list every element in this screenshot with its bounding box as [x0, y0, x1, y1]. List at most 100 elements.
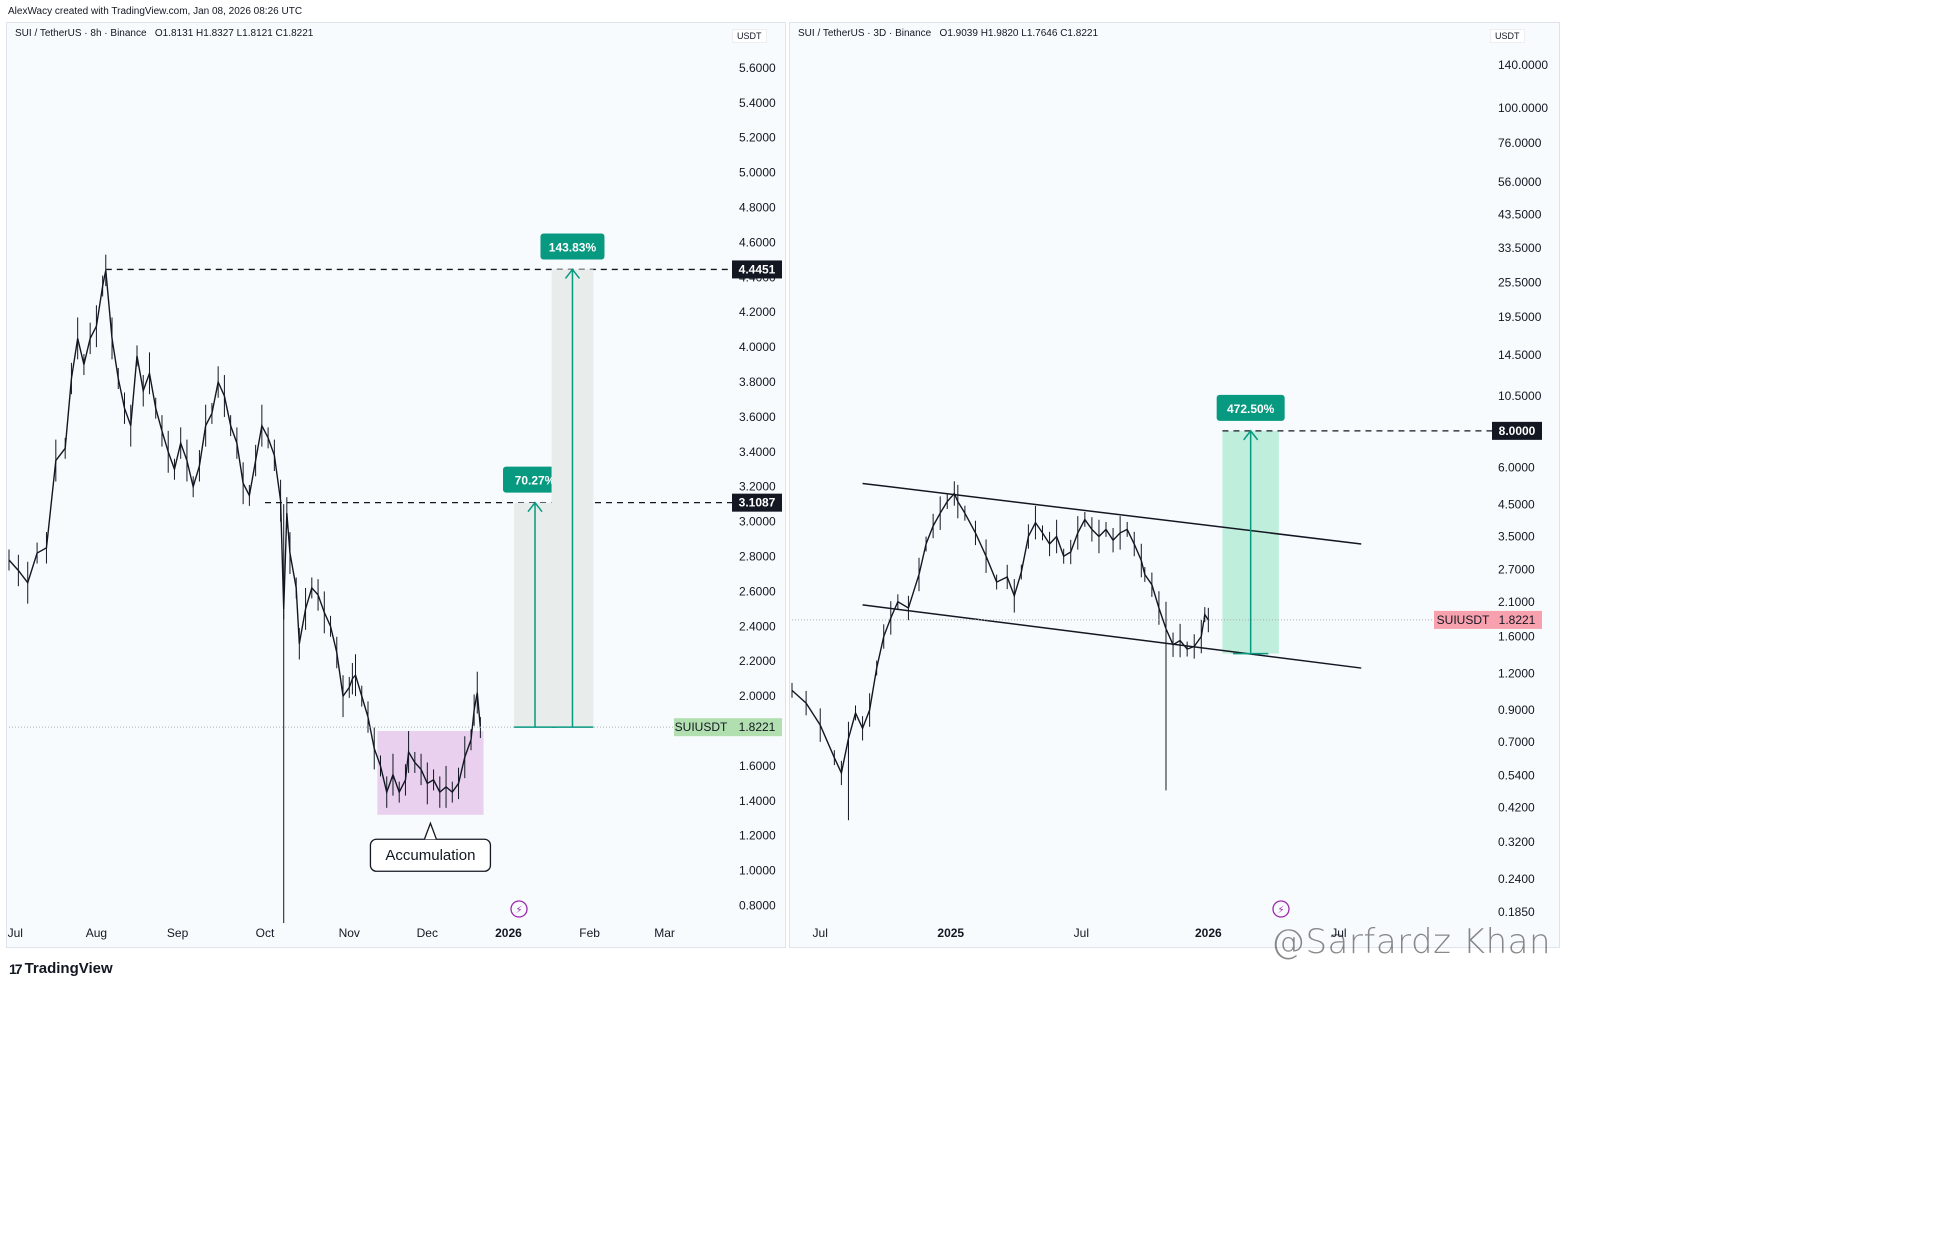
- channel-upper-line: [862, 482, 1362, 545]
- x-tick-label: 2026: [1195, 926, 1222, 940]
- measure-label: 472.50%: [1227, 402, 1275, 416]
- x-tick-label: Jul: [813, 926, 828, 940]
- measure-label-bg: [1216, 394, 1285, 421]
- measure-label-bg: [503, 466, 568, 493]
- left-chart-pane[interactable]: SUI / TetherUS · 8h · Binance O1.8131 H1…: [6, 22, 786, 948]
- x-tick-label: Mar: [654, 926, 675, 940]
- left-ohlc: O1.8131 H1.8327 L1.8121 C1.8221: [154, 28, 314, 39]
- x-tick-label: 2025: [937, 926, 964, 940]
- tradingview-logo[interactable]: 17 TradingView: [9, 960, 113, 977]
- y-tick-label: 0.3200: [1498, 835, 1535, 849]
- left-currency-label: USDT: [732, 29, 767, 43]
- y-tick-label: 3.6000: [739, 410, 776, 424]
- accumulation-zone: [377, 731, 484, 815]
- right-ohlc: O1.9039 H1.9820 L1.7646 C1.8221: [939, 28, 1099, 39]
- lightning-glyph: ⚡: [1277, 905, 1284, 916]
- x-tick-label: Jul: [1074, 926, 1089, 940]
- chart-credit: AlexWacy created with TradingView.com, J…: [8, 6, 303, 17]
- y-tick-label: 0.9000: [1498, 703, 1535, 717]
- y-tick-label: 0.4200: [1498, 800, 1535, 814]
- level-price-tag: [732, 493, 782, 512]
- y-tick-label: 2.6000: [739, 584, 776, 598]
- y-tick-label: 4.5000: [1498, 497, 1535, 511]
- x-tick-label: 2026: [495, 926, 522, 940]
- measure-label: 143.83%: [549, 240, 597, 254]
- level-price-tag: [1492, 421, 1542, 440]
- accumulation-label: Accumulation: [385, 847, 475, 864]
- y-tick-label: 0.8000: [739, 899, 776, 913]
- price-series-line: [8, 270, 482, 795]
- y-tick-label: 0.5400: [1498, 768, 1535, 782]
- measure-arrow-head: [1243, 429, 1259, 441]
- y-tick-label: 25.5000: [1498, 276, 1542, 290]
- x-tick-label: Oct: [256, 926, 275, 940]
- y-tick-label: 3.4000: [739, 445, 776, 459]
- y-tick-label: 5.4000: [739, 96, 776, 110]
- y-tick-label: 3.0000: [739, 515, 776, 529]
- tradingview-logo-text: TradingView: [24, 960, 113, 977]
- x-tick-label: Aug: [86, 926, 107, 940]
- channel-lower-line: [862, 604, 1362, 669]
- y-tick-label: 1.2000: [1498, 666, 1535, 680]
- y-tick-label: 140.0000: [1498, 58, 1548, 72]
- right-currency-label: USDT: [1490, 29, 1525, 43]
- y-tick-label: 5.2000: [739, 131, 776, 145]
- y-tick-label: 2.1000: [1498, 595, 1535, 609]
- measure-label: 70.27%: [515, 474, 556, 488]
- y-tick-label: 0.7000: [1498, 735, 1535, 749]
- y-tick-label: 10.5000: [1498, 389, 1542, 403]
- right-chart-pane[interactable]: SUI / TetherUS · 3D · Binance O1.9039 H1…: [789, 22, 1560, 948]
- y-tick-label: 1.0000: [739, 864, 776, 878]
- ticker-label: SUIUSDT: [675, 720, 728, 734]
- y-tick-label: 0.2400: [1498, 872, 1535, 886]
- y-tick-label: 1.4000: [739, 794, 776, 808]
- y-tick-label: 1.2000: [739, 829, 776, 843]
- left-chart-svg: 5.60005.40005.20005.00004.80004.60004.40…: [8, 61, 782, 940]
- y-tick-label: 5.0000: [739, 166, 776, 180]
- y-tick-label: 2.0000: [739, 689, 776, 703]
- x-tick-label: Feb: [579, 926, 600, 940]
- y-tick-label: 2.2000: [739, 654, 776, 668]
- x-tick-label: Jul: [8, 926, 23, 940]
- y-tick-label: 4.8000: [739, 201, 776, 215]
- ticker-label: SUIUSDT: [1437, 613, 1490, 627]
- left-symbol: SUI / TetherUS · 8h · Binance: [15, 28, 147, 39]
- right-chart-svg: 140.0000 100.0000 76.0000 56.0000 43.5000 33.…: [791, 58, 1548, 940]
- level-price-text: 4.4451: [739, 262, 776, 276]
- level-price-text: 8.0000: [1499, 424, 1536, 438]
- right-symbol: SUI / TetherUS · 3D · Binance: [798, 28, 932, 39]
- x-tick-label: Sep: [167, 926, 189, 940]
- y-tick-label: 76.0000: [1498, 136, 1542, 150]
- last-price-tag: [674, 718, 782, 737]
- y-tick-label: 56.0000: [1498, 175, 1542, 189]
- y-tick-label: 3.8000: [739, 375, 776, 389]
- last-price-label: 1.8221: [739, 720, 776, 734]
- lightning-icon: [510, 900, 528, 918]
- lightning-icon: [1272, 900, 1290, 918]
- level-price-text: 3.1087: [739, 496, 776, 510]
- y-tick-label: 2.4000: [739, 619, 776, 633]
- x-tick-label: Dec: [417, 926, 438, 940]
- y-tick-label: 4.6000: [739, 235, 776, 249]
- measure-arrow-head: [527, 501, 543, 513]
- measure-label-bg: [540, 233, 605, 260]
- left-legend: SUI / TetherUS · 8h · Binance O1.8131 H1…: [15, 28, 313, 39]
- y-tick-label: 5.6000: [739, 61, 776, 75]
- y-tick-label: 4.2000: [739, 305, 776, 319]
- level-price-tag: [732, 260, 782, 279]
- y-tick-label: 3.5000: [1498, 529, 1535, 543]
- y-tick-label: 1.6000: [739, 759, 776, 773]
- y-tick-label: 14.5000: [1498, 348, 1542, 362]
- y-tick-label: 4.0000: [739, 340, 776, 354]
- y-tick-label: 43.5000: [1498, 207, 1542, 221]
- accumulation-callout-pointer: [423, 821, 438, 840]
- lightning-glyph: ⚡: [515, 905, 522, 916]
- y-tick-label: 100.0000: [1498, 101, 1548, 115]
- author-watermark: @Sarfardz Khan: [1270, 922, 1551, 962]
- y-tick-label: 2.7000: [1498, 563, 1535, 577]
- y-tick-label: 1.6000: [1498, 630, 1535, 644]
- price-series-line: [791, 492, 1209, 776]
- y-tick-label: 6.0000: [1498, 461, 1535, 475]
- measure-arrow-head: [564, 268, 581, 279]
- y-tick-label: 0.1850: [1498, 905, 1535, 919]
